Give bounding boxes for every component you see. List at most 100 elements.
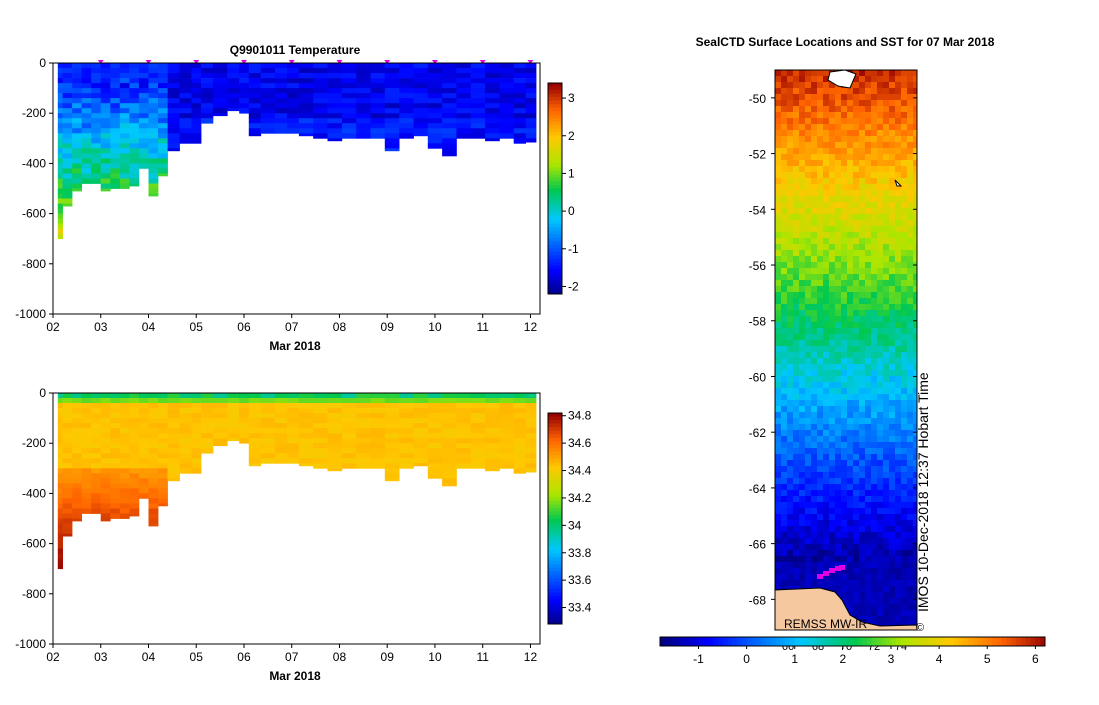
profile-cell [287, 113, 300, 119]
profile-cell [239, 423, 250, 429]
sst-cell [811, 118, 818, 125]
profile-cell [413, 73, 429, 79]
profile-cell [110, 133, 121, 139]
sst-cell [853, 370, 860, 377]
sst-cell [889, 262, 896, 269]
sst-cell [907, 400, 914, 407]
profile-cell [239, 103, 250, 109]
sst-cell [847, 190, 854, 197]
profile-cell [525, 113, 537, 119]
sst-cell [901, 220, 908, 227]
profile-cell [110, 513, 121, 519]
profile-cell [275, 438, 288, 444]
sst-cell [787, 526, 794, 533]
profile-cell [138, 153, 149, 159]
sst-cell [895, 160, 902, 167]
sst-cell [877, 118, 884, 125]
sst-cell [853, 478, 860, 485]
profile-cell [456, 423, 472, 429]
sst-colorbar-cell [794, 637, 801, 646]
sst-cell [805, 418, 812, 425]
profile-cell [119, 453, 130, 459]
profile-cell [212, 428, 228, 434]
sst-cell [883, 316, 890, 323]
profile-cell [129, 463, 140, 469]
profile-cell [62, 173, 73, 179]
sst-cell [907, 448, 914, 455]
profile-cell [138, 413, 149, 419]
profile-cell [119, 88, 130, 94]
sst-cell [835, 346, 842, 353]
profile-cell [91, 178, 102, 184]
sst-cell [895, 400, 902, 407]
sst-cell [787, 562, 794, 569]
profile-cell [100, 173, 111, 179]
profile-cell [298, 423, 314, 429]
profile-cell [260, 408, 276, 414]
profile-cell [248, 113, 262, 119]
profile-cell [513, 428, 526, 434]
surface-marker [431, 60, 438, 64]
sst-cell [913, 382, 917, 389]
sst-cell [835, 304, 842, 311]
sst-colorbar-cell [852, 637, 858, 646]
sst-cell [811, 244, 818, 251]
sst-cell [895, 526, 902, 533]
sst-colorbar-cell [895, 637, 902, 646]
sst-cell [853, 394, 860, 401]
profile-cell [201, 398, 214, 404]
profile-cell [427, 463, 443, 469]
sst-cell [901, 250, 908, 257]
sst-cell [799, 550, 806, 557]
sst-cell [787, 496, 794, 503]
sst-cell [787, 268, 794, 275]
sst-cell [817, 418, 824, 425]
sst-cell [895, 586, 902, 593]
profile-cell [138, 88, 149, 94]
profile-cell [427, 408, 443, 414]
profile-cell [148, 478, 159, 484]
profile-cell [119, 463, 130, 469]
sst-cell [805, 376, 812, 383]
profile-cell [287, 103, 300, 109]
profile-cell [485, 108, 500, 114]
colorbar-cell [548, 220, 562, 225]
sst-cell [841, 406, 848, 413]
profile-cell [313, 113, 328, 119]
sst-cell [847, 172, 854, 179]
profile-cell [57, 213, 63, 219]
sst-cell [829, 118, 836, 125]
profile-cell [110, 403, 121, 409]
sst-cell [907, 412, 914, 419]
sst-cell [775, 454, 782, 461]
sst-colorbar-cell [905, 637, 911, 646]
sst-cell [913, 340, 917, 347]
sst-cell [901, 550, 908, 557]
sst-cell [811, 196, 818, 203]
sst-cell [907, 226, 914, 233]
profile-cell [179, 63, 192, 69]
profile-cell [158, 418, 168, 424]
profile-cell [191, 138, 202, 144]
sst-cell [877, 376, 884, 383]
profile-cell [327, 468, 343, 472]
profile-cell [57, 158, 63, 164]
profile-cell [81, 103, 92, 109]
sst-cell [817, 232, 824, 239]
profile-cell [485, 118, 500, 124]
profile-cell [201, 98, 214, 104]
profile-cell [456, 453, 472, 459]
profile-cell [499, 448, 515, 454]
sst-cell [775, 232, 782, 239]
profile-cell [179, 458, 192, 464]
profile-cell [513, 403, 526, 409]
profile-cell [442, 393, 457, 399]
sst-cell [859, 346, 866, 353]
profile-cell [62, 408, 73, 414]
sst-cell [883, 76, 890, 83]
sst-cell [871, 286, 878, 293]
sst-cell [901, 616, 908, 623]
profile-cell [427, 98, 443, 104]
sst-cell [817, 214, 824, 221]
profile-cell [525, 138, 537, 143]
